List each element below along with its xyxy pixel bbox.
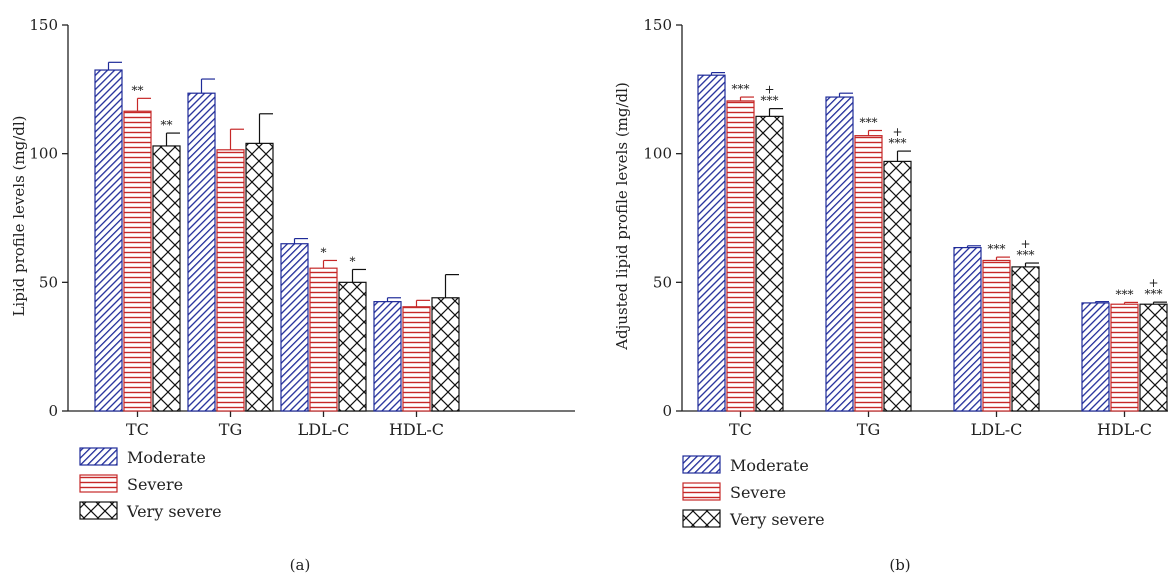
legend-label-moderate: Moderate <box>730 456 809 475</box>
x-tick-label: HDL-C <box>389 420 444 439</box>
significance-mark: * <box>350 254 356 268</box>
x-tick-label: TC <box>126 420 149 439</box>
x-tick-label: TG <box>857 420 880 439</box>
bar-very-severe-tc <box>756 116 783 411</box>
bar-severe-tc <box>124 111 151 411</box>
bar-severe-tg <box>217 150 244 411</box>
significance-mark: *** <box>889 136 907 150</box>
significance-mark: *** <box>1145 287 1163 301</box>
legend-label-moderate: Moderate <box>127 448 206 467</box>
x-tick-label: LDL-C <box>298 420 350 439</box>
bar-moderate-hdl-c <box>1082 303 1109 411</box>
legend-label-very-severe: Very severe <box>126 502 222 521</box>
significance-mark: ** <box>161 118 173 132</box>
bar-severe-tg <box>855 136 882 411</box>
bar-moderate-ldl-c <box>954 248 981 411</box>
bar-moderate-tg <box>188 93 215 411</box>
x-tick-label: LDL-C <box>971 420 1023 439</box>
panel-label: (b) <box>889 556 910 574</box>
bar-very-severe-ldl-c <box>1012 267 1039 411</box>
significance-mark: *** <box>860 116 878 130</box>
bar-very-severe-hdl-c <box>432 298 459 411</box>
y-tick-label: 0 <box>48 402 58 420</box>
y-tick-label: 100 <box>643 145 672 163</box>
significance-mark: * <box>321 245 327 259</box>
y-tick-label: 150 <box>29 16 58 34</box>
panel-a-chart: Lipid profile levels (mg/dl) 0 50 100 150 TC… <box>10 16 575 574</box>
significance-mark: *** <box>988 242 1006 256</box>
bar-moderate-hdl-c <box>374 302 401 411</box>
bar-severe-hdl-c <box>1111 304 1138 411</box>
x-tick-label: TG <box>219 420 242 439</box>
significance-mark: *** <box>1017 248 1035 262</box>
bar-severe-ldl-c <box>310 268 337 411</box>
legend-swatch-moderate <box>80 448 117 465</box>
bar-very-severe-ldl-c <box>339 282 366 411</box>
y-tick-label: 100 <box>29 145 58 163</box>
significance-mark: *** <box>1116 287 1134 301</box>
bar-very-severe-hdl-c <box>1140 304 1167 411</box>
y-tick-label: 50 <box>653 273 672 291</box>
y-tick-label: 150 <box>643 16 672 34</box>
x-tick-label: TC <box>729 420 752 439</box>
significance-mark: ** <box>132 83 144 97</box>
bar-severe-ldl-c <box>983 260 1010 411</box>
bar-very-severe-tg <box>884 161 911 411</box>
bar-very-severe-tc <box>153 146 180 411</box>
bar-moderate-ldl-c <box>281 244 308 411</box>
legend-label-very-severe: Very severe <box>729 510 825 529</box>
bar-moderate-tg <box>826 97 853 411</box>
legend-swatch-severe <box>80 475 117 492</box>
y-tick-label: 50 <box>39 273 58 291</box>
panel-b-chart: Adjusted lipid profile levels (mg/dl) 0 5… <box>613 16 1168 574</box>
significance-mark: *** <box>732 82 750 96</box>
bar-moderate-tc <box>698 75 725 411</box>
legend-swatch-very-severe <box>80 502 117 519</box>
legend-label-severe: Severe <box>730 483 786 502</box>
panel-label: (a) <box>290 556 311 574</box>
legend-swatch-very-severe <box>683 510 720 527</box>
legend: Moderate Severe Very severe <box>683 456 825 529</box>
y-tick-label: 0 <box>662 402 672 420</box>
bar-severe-tc <box>727 101 754 411</box>
y-axis-label: Lipid profile levels (mg/dl) <box>10 115 28 316</box>
significance-mark: *** <box>761 94 779 108</box>
legend-label-severe: Severe <box>127 475 183 494</box>
bar-moderate-tc <box>95 70 122 411</box>
x-tick-label: HDL-C <box>1097 420 1152 439</box>
bar-severe-hdl-c <box>403 307 430 411</box>
legend-swatch-moderate <box>683 456 720 473</box>
bar-very-severe-tg <box>246 143 273 411</box>
legend-swatch-severe <box>683 483 720 500</box>
legend: Moderate Severe Very severe <box>80 448 222 521</box>
y-axis-label: Adjusted lipid profile levels (mg/dl) <box>613 82 631 351</box>
